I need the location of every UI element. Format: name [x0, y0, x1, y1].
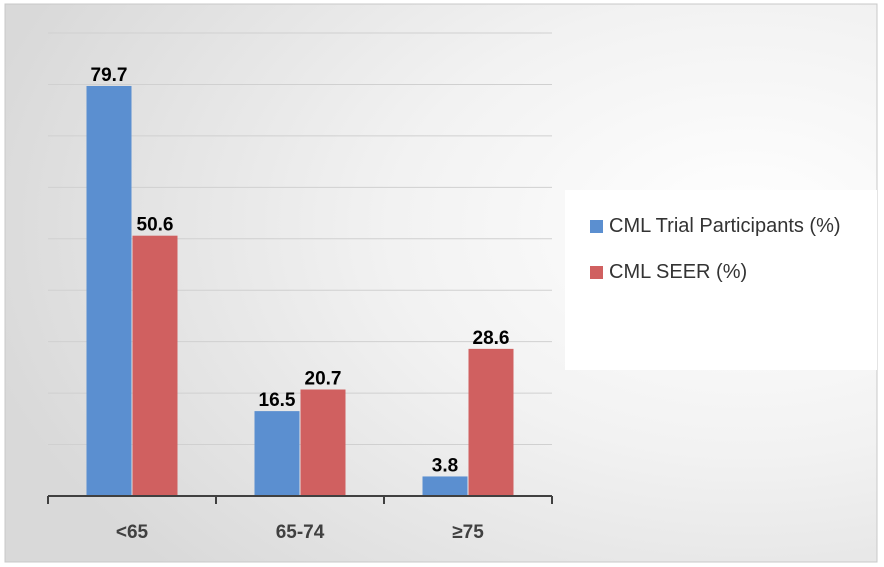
legend-swatch	[590, 266, 603, 279]
data-label: 20.7	[305, 369, 342, 390]
legend-item: CML Trial Participants (%)	[590, 210, 870, 242]
x-tick-label: ≥75	[452, 522, 484, 543]
x-tick-label: <65	[116, 522, 149, 543]
data-label: 3.8	[432, 455, 458, 476]
data-label: 28.6	[473, 328, 510, 349]
legend-item: CML SEER (%)	[590, 256, 870, 288]
bar	[300, 389, 346, 496]
legend-label: CML Trial Participants (%)	[609, 215, 841, 237]
bar	[422, 476, 468, 496]
bar	[468, 348, 514, 496]
data-label: 50.6	[137, 215, 174, 236]
legend-background	[565, 190, 877, 370]
bar	[86, 85, 132, 496]
bar	[254, 411, 300, 496]
bar	[132, 235, 178, 497]
data-label: 79.7	[91, 65, 128, 86]
legend: CML Trial Participants (%) CML SEER (%)	[590, 210, 870, 302]
x-tick-label: 65-74	[276, 522, 325, 543]
legend-swatch	[590, 220, 603, 233]
data-label: 16.5	[259, 390, 296, 411]
legend-label: CML SEER (%)	[609, 261, 748, 283]
